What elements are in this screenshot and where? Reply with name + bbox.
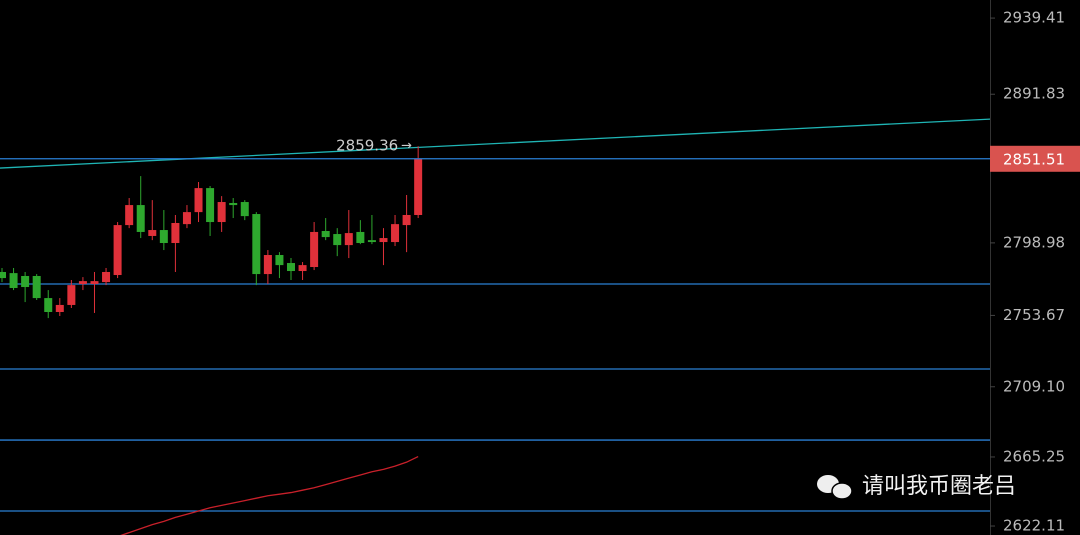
candle-body bbox=[159, 230, 168, 244]
candle-body bbox=[55, 304, 64, 313]
watermark: 请叫我币圈老吕 bbox=[817, 474, 1016, 500]
candle-body bbox=[206, 188, 215, 223]
candle-body bbox=[148, 230, 157, 236]
candle-body bbox=[194, 188, 203, 213]
watermark-text: 请叫我币圈老吕 bbox=[862, 474, 1016, 499]
candle-body bbox=[102, 271, 111, 283]
candle-body bbox=[240, 202, 249, 217]
plot-area bbox=[0, 118, 990, 535]
candle-body bbox=[379, 238, 388, 243]
candle-body bbox=[298, 265, 307, 272]
trendline bbox=[0, 118, 990, 169]
price-label: 2851.51 bbox=[1003, 150, 1065, 168]
candle-body bbox=[310, 231, 319, 268]
candle-body bbox=[356, 231, 365, 244]
y-axis: 2939.41 2891.83 2798.98 2753.67 2709.10 2665.… bbox=[990, 9, 1080, 535]
candle-body bbox=[344, 233, 353, 246]
annotation-arrow: → bbox=[401, 139, 412, 154]
candle-body bbox=[263, 255, 272, 275]
candle-body bbox=[275, 255, 284, 266]
y-tick-label: 2665.25 bbox=[1003, 447, 1065, 465]
moving-average bbox=[120, 455, 419, 535]
candle-body bbox=[67, 285, 76, 305]
candle-body bbox=[287, 263, 295, 272]
candle-body bbox=[21, 275, 30, 288]
candle-body bbox=[252, 214, 261, 275]
candle-body bbox=[367, 240, 376, 243]
candle-body bbox=[333, 234, 342, 246]
y-tick-label: 2622.11 bbox=[1003, 517, 1065, 535]
candle-body bbox=[125, 205, 134, 226]
candle-body bbox=[321, 231, 330, 238]
wechat-icon bbox=[831, 482, 853, 500]
candle-body bbox=[78, 281, 87, 284]
candle-body bbox=[113, 225, 122, 276]
candle-body bbox=[217, 202, 226, 223]
y-tick-label: 2709.10 bbox=[1003, 377, 1065, 395]
candle-body bbox=[32, 275, 41, 299]
candle-body bbox=[9, 273, 18, 288]
candle-body bbox=[402, 214, 411, 226]
candle-body bbox=[0, 271, 6, 279]
candle-body bbox=[136, 205, 145, 232]
y-tick-label: 2891.83 bbox=[1003, 85, 1065, 103]
candle-body bbox=[391, 224, 400, 243]
candle-body bbox=[90, 281, 99, 284]
price-label-box bbox=[990, 145, 1080, 172]
y-tick-label: 2753.67 bbox=[1003, 306, 1065, 324]
candle-body bbox=[171, 222, 180, 244]
candle-body bbox=[44, 298, 53, 313]
candle-body bbox=[414, 158, 423, 215]
high-annotation: 2859.36 bbox=[336, 137, 398, 155]
y-tick-label: 2939.41 bbox=[1003, 9, 1065, 27]
candle-body bbox=[229, 202, 238, 206]
candle-body bbox=[182, 212, 191, 225]
y-tick-label: 2798.98 bbox=[1003, 233, 1065, 251]
